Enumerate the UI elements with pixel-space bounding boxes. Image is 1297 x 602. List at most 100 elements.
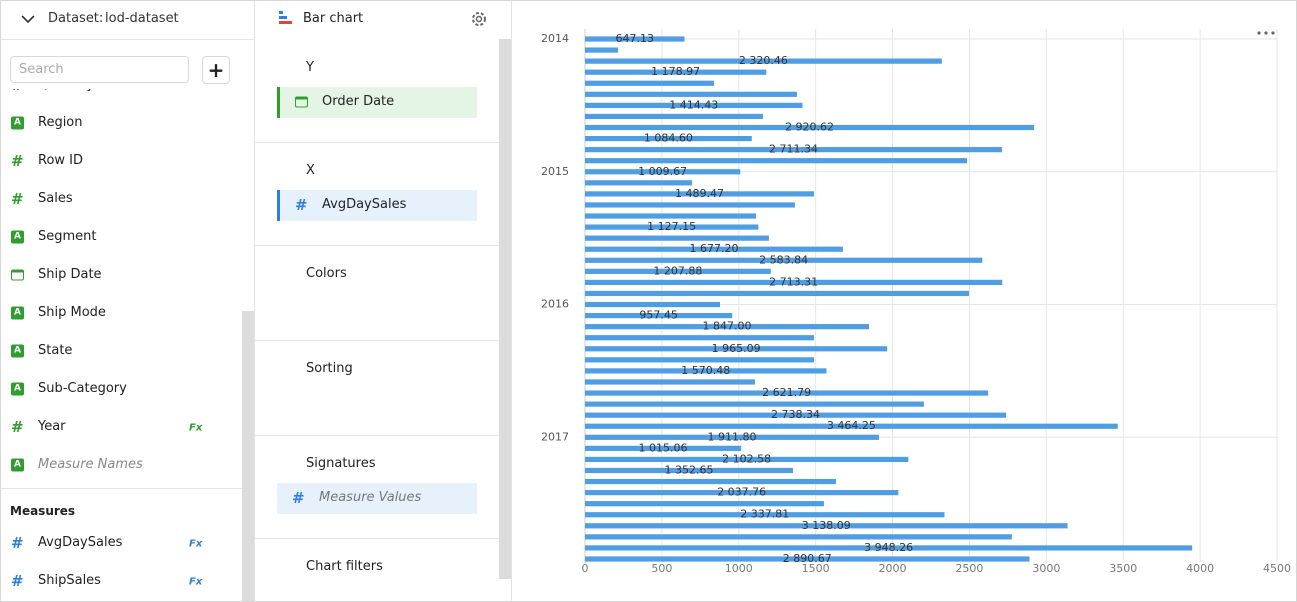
collapse-chevron[interactable] <box>21 14 35 24</box>
field-name: Year <box>38 419 66 434</box>
scrollbar[interactable] <box>242 311 254 601</box>
field-name: AvgDaySales <box>38 535 123 550</box>
field-item[interactable]: # Year Fx <box>1 408 242 446</box>
search-placeholder: Search <box>19 62 64 77</box>
date-icon <box>295 96 308 108</box>
field-name: Quantity <box>38 89 94 93</box>
field-item[interactable]: A Ship Mode <box>1 294 242 332</box>
field-item[interactable]: Ship Date <box>1 256 242 294</box>
field-item[interactable]: A Measure Names <box>1 446 242 484</box>
dimension-list: # Quantity A Region # Row ID # Sales A Segment Shi… <box>1 89 242 487</box>
dataset-name[interactable]: lod-dataset <box>105 11 179 26</box>
add-field-button[interactable]: + <box>202 56 230 84</box>
x-tick-label: 4000 <box>1186 562 1214 575</box>
field-item[interactable]: A State <box>1 332 242 370</box>
section-title: Chart filters <box>306 559 383 574</box>
bar <box>585 346 888 352</box>
divider <box>255 435 499 436</box>
number-icon: # <box>11 190 24 208</box>
scrollbar[interactable] <box>499 39 511 579</box>
search-input[interactable]: Search <box>10 56 189 83</box>
value-label: 1 911.80 <box>708 430 757 443</box>
value-label: 1 570.48 <box>681 364 730 377</box>
bar <box>585 312 733 319</box>
string-icon: A <box>11 382 24 396</box>
divider <box>255 142 499 143</box>
bar <box>585 324 870 330</box>
field-name: Sub-Category <box>38 381 127 396</box>
field-item[interactable]: # ShipSales Fx <box>1 562 242 600</box>
number-icon: # <box>11 152 24 170</box>
value-label: 2 738.34 <box>771 408 820 421</box>
value-label: 1 127.15 <box>647 220 696 233</box>
value-label: 957.45 <box>639 309 678 322</box>
bar <box>585 80 715 86</box>
value-label: 1 084.60 <box>644 132 693 145</box>
section-title: Signatures <box>306 456 376 471</box>
value-label: 2 583.84 <box>759 253 808 266</box>
bar <box>585 91 797 97</box>
bar <box>585 257 983 263</box>
measure-list: # AvgDaySales Fx # ShipSales Fx <box>1 521 242 601</box>
placeholder-chip[interactable]: Order Date <box>277 87 477 118</box>
value-label: 1 009.67 <box>638 165 687 178</box>
placeholder-chip[interactable]: # AvgDaySales <box>277 190 477 221</box>
x-tick-label: 1000 <box>725 562 753 575</box>
divider <box>1 39 254 40</box>
more-menu[interactable] <box>1257 31 1275 35</box>
bar <box>585 169 741 175</box>
bar <box>585 357 814 363</box>
bar <box>585 501 824 507</box>
string-icon: A <box>11 344 24 358</box>
date-icon <box>11 269 24 281</box>
bar <box>585 290 969 297</box>
field-item[interactable]: A Region <box>1 104 242 142</box>
chip-name: Measure Values <box>319 490 422 505</box>
value-label: 2 621.79 <box>762 386 811 399</box>
bar <box>585 268 771 274</box>
bar <box>585 279 1003 286</box>
number-icon: # <box>11 534 24 552</box>
bar <box>585 523 1068 529</box>
value-label: 3 464.25 <box>827 419 876 432</box>
value-label: 2 320.46 <box>739 54 788 67</box>
string-icon: A <box>11 230 24 244</box>
chart: 0 500 1000 1500 2000 2500 3000 3500 4000 4500 2014… <box>541 29 1291 575</box>
field-item[interactable]: # Row ID <box>1 142 242 180</box>
value-label: 1 677.20 <box>689 242 738 255</box>
x-tick-label: 4500 <box>1263 562 1291 575</box>
wizard-panel: Bar chart Y Order Date X # AvgDaySales Colors… <box>255 1 512 601</box>
placeholder-chip[interactable]: # Measure Values <box>277 483 477 514</box>
chart-type[interactable]: Bar chart <box>303 11 364 26</box>
settings-gear[interactable] <box>470 10 488 28</box>
divider <box>255 245 499 246</box>
formula-icon: Fx <box>189 538 203 550</box>
field-name: ShipSales <box>38 573 101 588</box>
field-name: Ship Date <box>38 267 102 282</box>
bar <box>585 36 685 42</box>
bar <box>585 368 827 374</box>
bar <box>585 158 967 164</box>
bar <box>585 467 794 474</box>
field-name: State <box>38 343 73 358</box>
chip-name: Order Date <box>322 94 395 109</box>
section-title: Sorting <box>306 361 353 376</box>
field-item[interactable]: A Segment <box>1 218 242 256</box>
number-icon: # <box>11 418 24 436</box>
value-label: 2 337.81 <box>740 508 789 521</box>
value-label: 3 138.09 <box>802 519 851 532</box>
value-label: 3 948.26 <box>864 541 913 554</box>
x-tick-label: 2000 <box>879 562 907 575</box>
bar <box>585 69 767 75</box>
value-label: 1 178.97 <box>651 65 700 78</box>
value-label: 1 015.06 <box>639 441 688 454</box>
field-item[interactable]: # AvgDaySales Fx <box>1 524 242 562</box>
field-item[interactable]: A Sub-Category <box>1 370 242 408</box>
value-label: 647.13 <box>616 32 655 45</box>
field-item[interactable]: # Sales <box>1 180 242 218</box>
field-item[interactable]: # Quantity <box>1 89 242 104</box>
number-icon: # <box>11 572 24 590</box>
field-name: Segment <box>38 229 97 244</box>
value-label: 1 489.47 <box>675 187 724 200</box>
string-icon: A <box>11 458 24 472</box>
